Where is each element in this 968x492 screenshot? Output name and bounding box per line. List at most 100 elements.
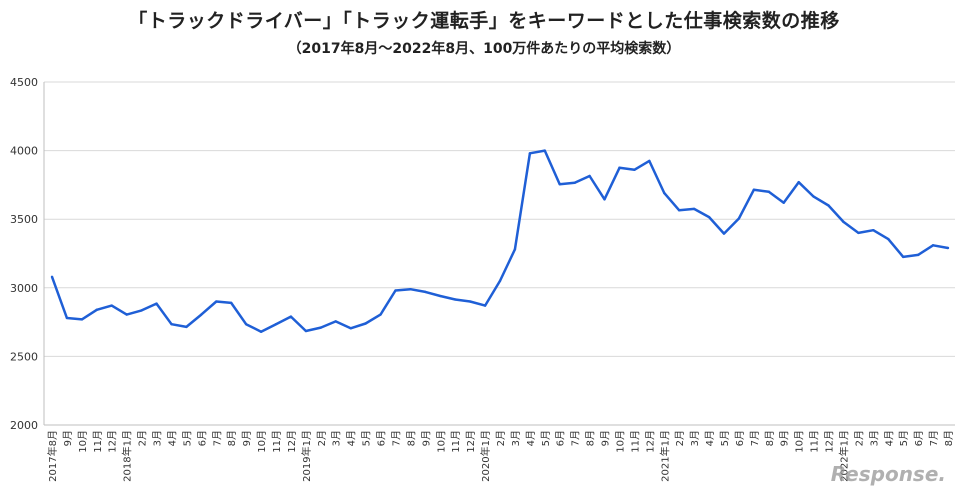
x-tick-label: 3月 — [152, 430, 164, 446]
data-point — [663, 191, 666, 195]
data-point — [857, 231, 860, 235]
x-axis-ticks: 2017年8月 9月 10月 11月 12月 2018年1月 2月 3月 4月 5月 6月 7月 8月 9… — [46, 430, 955, 482]
x-tick-label: 11月 — [271, 430, 283, 453]
x-tick-label: 4月 — [883, 430, 895, 446]
x-tick-label: 4月 — [525, 430, 537, 446]
data-point — [394, 289, 397, 292]
x-tick-label: 12月 — [107, 430, 119, 453]
series-line — [50, 149, 949, 333]
x-tick-label: 6月 — [196, 430, 208, 446]
x-tick-label: 6月 — [913, 430, 925, 446]
x-tick-label: 7月 — [570, 430, 582, 446]
data-point — [304, 329, 308, 333]
x-tick-label: 9月 — [241, 430, 253, 446]
data-point — [215, 300, 218, 303]
x-tick-label: 11月 — [450, 430, 462, 453]
x-tick-label: 5月 — [361, 430, 373, 446]
x-tick-label: 8月 — [405, 430, 417, 446]
x-tick-label: 6月 — [376, 430, 388, 446]
x-tick-label: 2021年1月 — [658, 430, 671, 482]
data-point — [513, 248, 517, 251]
y-tick-label: 2000 — [10, 419, 38, 432]
x-tick-label: 12月 — [644, 430, 656, 453]
data-point — [409, 287, 412, 291]
x-tick-label: 7月 — [390, 430, 402, 446]
data-point — [379, 313, 382, 316]
x-tick-label: 7月 — [928, 430, 940, 446]
data-point — [200, 313, 203, 316]
y-axis-ticks: 2000 2500 3000 3500 4000 4500 — [10, 76, 38, 432]
data-point — [692, 207, 696, 211]
x-tick-label: 5月 — [719, 430, 731, 446]
x-tick-label: 11月 — [92, 430, 104, 453]
x-tick-label: 11月 — [629, 430, 641, 453]
data-point — [244, 322, 248, 326]
data-point — [468, 300, 472, 303]
data-point — [827, 204, 830, 207]
data-point — [931, 244, 935, 247]
x-tick-label: 9月 — [420, 430, 432, 446]
data-point — [110, 304, 113, 307]
x-tick-label: 2022年1月 — [837, 430, 850, 482]
data-point — [334, 320, 337, 323]
x-tick-label: 10月 — [794, 430, 806, 453]
x-tick-label: 4月 — [704, 430, 716, 446]
y-tick-label: 2500 — [10, 350, 38, 363]
data-point — [289, 315, 293, 318]
data-point — [678, 209, 681, 212]
y-tick-label: 3000 — [10, 282, 38, 295]
x-tick-label: 8月 — [585, 430, 597, 446]
data-point — [528, 152, 532, 155]
x-tick-label: 3月 — [510, 430, 522, 446]
data-point — [648, 159, 651, 163]
x-tick-label: 2月 — [495, 430, 507, 446]
data-point — [424, 290, 427, 294]
x-tick-label: 7月 — [211, 430, 223, 446]
data-point — [155, 302, 158, 305]
chart-title: 「トラックドライバー」「トラック運転手」をキーワードとした仕事検索数の推移 — [128, 10, 840, 32]
data-point — [170, 322, 173, 326]
x-tick-label: 9月 — [779, 430, 791, 446]
x-tick-label: 8月 — [943, 430, 955, 446]
data-point — [454, 298, 457, 301]
y-tick-label: 4500 — [10, 76, 38, 89]
data-point — [483, 304, 487, 307]
data-point — [185, 325, 188, 329]
data-point — [812, 195, 815, 198]
x-tick-label: 3月 — [331, 430, 343, 446]
x-tick-label: 2月 — [674, 430, 686, 446]
data-point — [140, 309, 143, 312]
x-tick-label: 7月 — [749, 430, 761, 446]
data-point — [95, 308, 99, 311]
x-tick-label: 12月 — [286, 430, 298, 453]
chart-subtitle: （2017年8月～2022年8月、100万件あたりの平均検索数） — [287, 41, 681, 57]
series-layer — [50, 149, 950, 333]
x-tick-label: 6月 — [734, 430, 746, 446]
data-point — [50, 275, 54, 279]
x-tick-label: 2020年1月 — [479, 430, 492, 482]
x-tick-label: 9月 — [62, 430, 74, 446]
watermark-logo: Response. — [830, 462, 946, 486]
data-point — [558, 183, 561, 186]
data-point — [737, 217, 741, 220]
x-tick-label: 12月 — [465, 430, 477, 453]
data-point — [872, 228, 875, 232]
x-tick-label: 2月 — [853, 430, 865, 446]
data-point — [887, 237, 890, 241]
data-point — [498, 279, 502, 283]
x-tick-label: 4月 — [346, 430, 358, 446]
data-point — [588, 174, 591, 178]
x-tick-label: 3月 — [689, 430, 701, 446]
x-tick-label: 10月 — [614, 430, 626, 453]
x-tick-label: 5月 — [898, 430, 910, 446]
data-point — [125, 313, 128, 316]
x-tick-label: 8月 — [764, 430, 776, 446]
data-point — [603, 198, 606, 201]
x-tick-label: 12月 — [824, 430, 836, 453]
x-tick-label: 2月 — [137, 430, 149, 446]
data-point — [722, 232, 726, 235]
x-tick-label: 2月 — [316, 430, 328, 446]
data-point — [349, 327, 352, 330]
data-point — [842, 220, 845, 224]
y-tick-label: 3500 — [10, 213, 38, 226]
